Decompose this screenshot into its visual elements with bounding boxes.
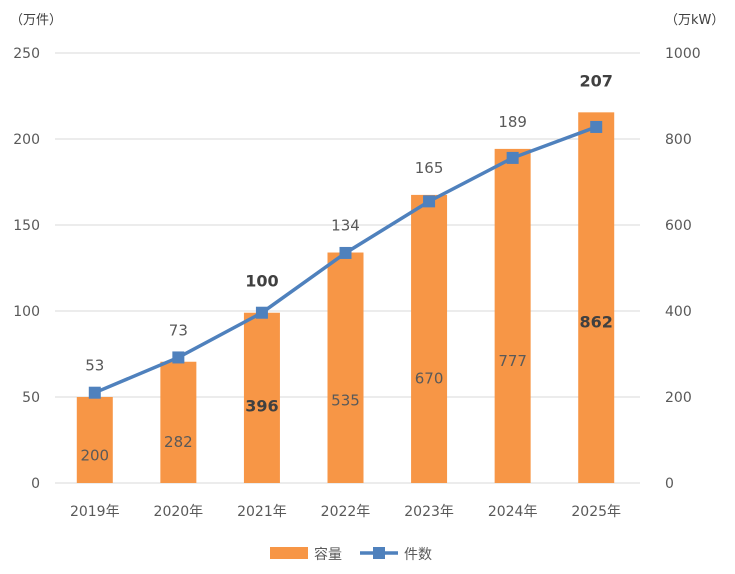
bar [160, 361, 197, 483]
line-marker [255, 306, 268, 319]
line-data-label: 165 [415, 159, 444, 177]
line-series: 53 73 100 134 165 189 207 [85, 71, 613, 399]
right-tick-label: 0 [665, 476, 674, 492]
line-data-label: 207 [580, 71, 613, 90]
right-axis-unit: （万kW） [665, 13, 724, 28]
bar-series: 200 282 396 535 670 777 862 [76, 112, 615, 483]
bar [578, 112, 615, 483]
legend-bar-swatch [270, 547, 308, 559]
bar [327, 252, 364, 483]
line-data-label: 73 [169, 321, 188, 339]
category-label: 2023年 [404, 504, 454, 520]
legend-bar-label: 容量 [314, 546, 342, 563]
bar-data-label: 670 [415, 370, 444, 388]
line-marker [423, 195, 436, 208]
bar-data-label: 535 [331, 391, 360, 409]
line-data-label: 100 [245, 272, 278, 291]
line-data-label: 53 [85, 357, 104, 375]
left-tick-label: 250 [13, 46, 40, 62]
legend-line-label: 件数 [404, 547, 432, 563]
legend: 容量 件数 [270, 546, 432, 563]
line-data-label: 189 [498, 113, 527, 131]
bar [76, 397, 113, 483]
line-marker [172, 351, 185, 364]
line-marker [506, 151, 519, 164]
line-marker [590, 120, 603, 133]
bar [243, 312, 280, 483]
category-label: 2024年 [488, 504, 538, 520]
line-marker [339, 246, 352, 259]
left-tick-label: 0 [31, 476, 40, 492]
bar [494, 148, 531, 483]
right-tick-label: 600 [665, 218, 692, 234]
right-tick-label: 1000 [665, 46, 701, 62]
right-axis: 0 200 400 600 800 1000 [665, 46, 701, 492]
bar-data-label: 396 [245, 396, 278, 415]
category-label: 2020年 [154, 504, 204, 520]
right-tick-label: 200 [665, 390, 692, 406]
left-tick-label: 50 [22, 390, 40, 406]
category-label: 2025年 [571, 504, 621, 520]
left-tick-label: 150 [13, 218, 40, 234]
left-tick-label: 100 [13, 304, 40, 320]
line-data-label: 134 [331, 217, 360, 235]
category-label: 2019年 [70, 504, 120, 520]
bar-data-label: 862 [580, 312, 613, 331]
right-tick-label: 400 [665, 304, 692, 320]
bar [411, 194, 448, 483]
line-marker [88, 386, 101, 399]
left-axis: 0 50 100 150 200 250 [13, 46, 40, 492]
left-tick-label: 200 [13, 132, 40, 148]
x-axis: 2019年 2020年 2021年 2022年 2023年 2024年 2025年 [70, 504, 621, 520]
category-label: 2022年 [321, 504, 371, 520]
category-label: 2021年 [237, 504, 287, 520]
legend-line-marker [373, 547, 385, 559]
right-tick-label: 800 [665, 132, 692, 148]
bar-data-label: 282 [164, 433, 193, 451]
bar-data-label: 200 [80, 446, 109, 464]
left-axis-unit: （万件） [10, 13, 62, 28]
bar-data-label: 777 [498, 352, 527, 370]
